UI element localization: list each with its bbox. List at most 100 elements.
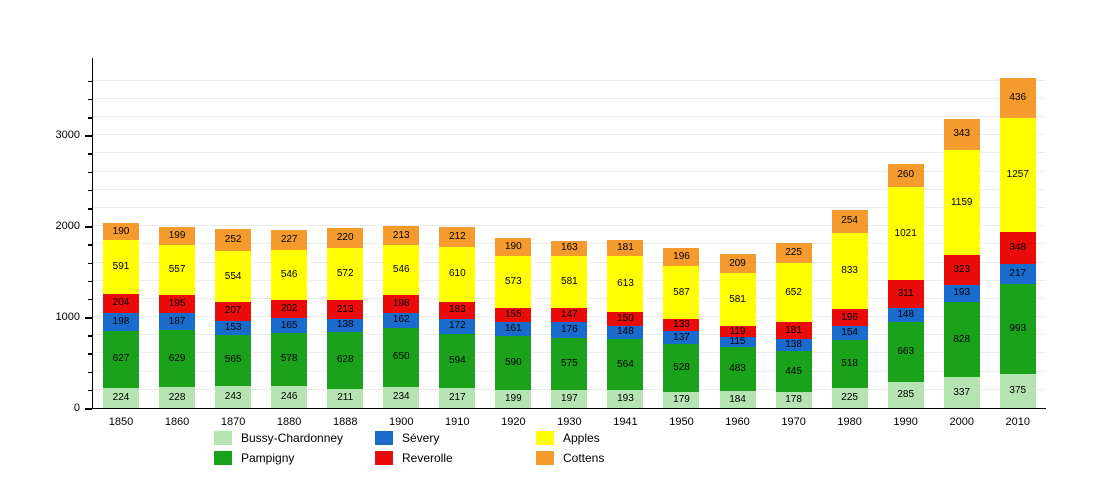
bar-segment-cottens: 225 (775, 242, 812, 264)
bar-segment-s-very: 172 (439, 318, 476, 335)
bar-segment-s-very: 217 (999, 263, 1036, 284)
bar-segment-bussy-chardonney: 234 (383, 386, 420, 408)
segment-value-label: 348 (1009, 242, 1027, 254)
segment-value-label: 153 (224, 321, 242, 333)
bar-segment-cottens: 199 (159, 226, 196, 245)
segment-value-label: 375 (1009, 384, 1027, 396)
legend-label: Reverolle (402, 451, 453, 465)
bar-segment-bussy-chardonney: 225 (831, 387, 868, 408)
bar-segment-pampigny: 594 (439, 334, 476, 389)
segment-value-label: 115 (729, 336, 746, 348)
gridline (93, 225, 1046, 227)
bar-segment-apples: 613 (607, 256, 644, 313)
y-axis-minor-tick (88, 262, 92, 265)
segment-value-label: 162 (392, 314, 410, 326)
y-axis-tick-label: 3000 (55, 129, 80, 142)
bar-segment-s-very: 137 (663, 331, 700, 344)
legend-item-pampigny: Pampigny (214, 448, 375, 468)
y-axis-tick-label: 0 (73, 402, 80, 414)
segment-value-label: 196 (841, 311, 858, 323)
bar-stack: 184 483 115 119 581 209 (719, 254, 756, 408)
legend-swatch-apples (536, 431, 554, 445)
segment-value-label: 243 (224, 390, 242, 402)
bar-segment-pampigny: 650 (383, 327, 420, 387)
bar-group: 246 578 165 202 546 227 1880 (271, 58, 308, 428)
segment-value-label: 587 (673, 286, 690, 298)
bar-group: 228 629 187 195 557 199 1860 (159, 58, 196, 428)
segment-value-label: 187 (168, 315, 186, 327)
bar-segment-bussy-chardonney: 243 (215, 385, 252, 408)
legend-item-reverolle: Reverolle (375, 448, 536, 468)
y-axis-minor-tick (88, 189, 92, 192)
y-axis-major-tick (85, 408, 92, 410)
gridline (93, 207, 1046, 208)
bar-group: 217 594 172 183 610 212 1910 (439, 58, 476, 428)
bar-segment-apples: 587 (663, 265, 700, 320)
x-axis-tick-label: 1980 (837, 416, 862, 428)
bar-segment-reverolle: 198 (383, 294, 420, 313)
bar-group: 199 590 161 155 573 190 1920 (495, 58, 532, 428)
bar-segment-s-very: 193 (943, 284, 980, 303)
bar-segment-reverolle: 348 (999, 232, 1036, 264)
segment-value-label: 436 (1009, 92, 1027, 104)
bar-segment-s-very: 148 (887, 308, 924, 322)
segment-value-label: 204 (112, 297, 130, 309)
bar-segment-bussy-chardonney: 193 (607, 390, 644, 408)
bar-stack: 197 575 176 147 581 163 (551, 240, 588, 408)
y-axis-minor-tick (88, 389, 92, 392)
segment-value-label: 518 (841, 358, 858, 369)
y-axis-major-tick (85, 317, 92, 319)
segment-value-label: 1159 (950, 196, 973, 208)
y-axis-tick-label: 2000 (55, 220, 80, 233)
legend: Bussy-Chardonney Pampigny Sévery Reverol… (214, 428, 697, 468)
y-axis-minor-tick (88, 117, 92, 119)
segment-value-label: 211 (337, 392, 354, 404)
bar-group: 243 565 153 207 554 252 1870 (215, 58, 252, 428)
y-axis-minor-tick (88, 298, 92, 301)
segment-value-label: 137 (673, 331, 690, 343)
bar-segment-reverolle: 202 (271, 299, 308, 319)
bar-segment-pampigny: 575 (551, 337, 588, 391)
bar-segment-pampigny: 663 (887, 321, 924, 383)
bar-segment-cottens: 196 (663, 248, 700, 266)
bar-segment-apples: 546 (271, 250, 308, 300)
segment-value-label: 260 (897, 169, 915, 181)
segment-value-label: 212 (448, 230, 466, 242)
bar-segment-bussy-chardonney: 199 (495, 389, 532, 408)
bars-container: 224 627 198 204 591 190 1850 228 629 187 195 557 199… (93, 58, 1046, 428)
bar-segment-s-very: 138 (327, 319, 364, 332)
bar-segment-cottens: 260 (887, 163, 924, 188)
bar-segment-reverolle: 323 (943, 255, 980, 285)
bar-group: 375 993 217 348 1257 436 2010 (999, 58, 1036, 428)
bar-segment-cottens: 212 (439, 227, 476, 247)
segment-value-label: 176 (561, 323, 578, 335)
y-axis-minor-tick (88, 244, 92, 246)
segment-value-label: 285 (897, 389, 915, 401)
bar-segment-pampigny: 993 (999, 283, 1036, 374)
segment-value-label: 184 (729, 393, 746, 405)
segment-value-label: 572 (336, 267, 354, 279)
bar-segment-apples: 581 (719, 273, 756, 327)
gridline (93, 188, 1046, 190)
bar-segment-apples: 573 (495, 255, 532, 308)
bar-group: 184 483 115 119 581 209 1960 (719, 58, 756, 428)
segment-value-label: 193 (617, 393, 634, 405)
bar-stack: 199 590 161 155 573 190 (495, 238, 532, 408)
x-axis-tick-label: 2010 (1005, 416, 1031, 428)
bar-segment-cottens: 254 (831, 209, 868, 233)
segment-value-label: 217 (448, 392, 466, 404)
bar-group: 224 627 198 204 591 190 1850 (103, 58, 140, 428)
segment-value-label: 629 (168, 352, 186, 364)
x-axis-tick-label: 1960 (725, 416, 750, 428)
bar-segment-cottens: 343 (943, 118, 980, 150)
bar-segment-s-very: 153 (215, 320, 252, 335)
segment-value-label: 119 (729, 325, 746, 337)
segment-value-label: 220 (336, 231, 354, 243)
segment-value-label: 528 (673, 361, 690, 373)
segment-value-label: 564 (617, 358, 634, 370)
segment-value-label: 193 (953, 287, 971, 299)
bar-segment-s-very: 148 (607, 325, 644, 340)
bar-segment-s-very: 165 (271, 318, 308, 334)
x-axis-tick-label: 1870 (220, 416, 246, 428)
